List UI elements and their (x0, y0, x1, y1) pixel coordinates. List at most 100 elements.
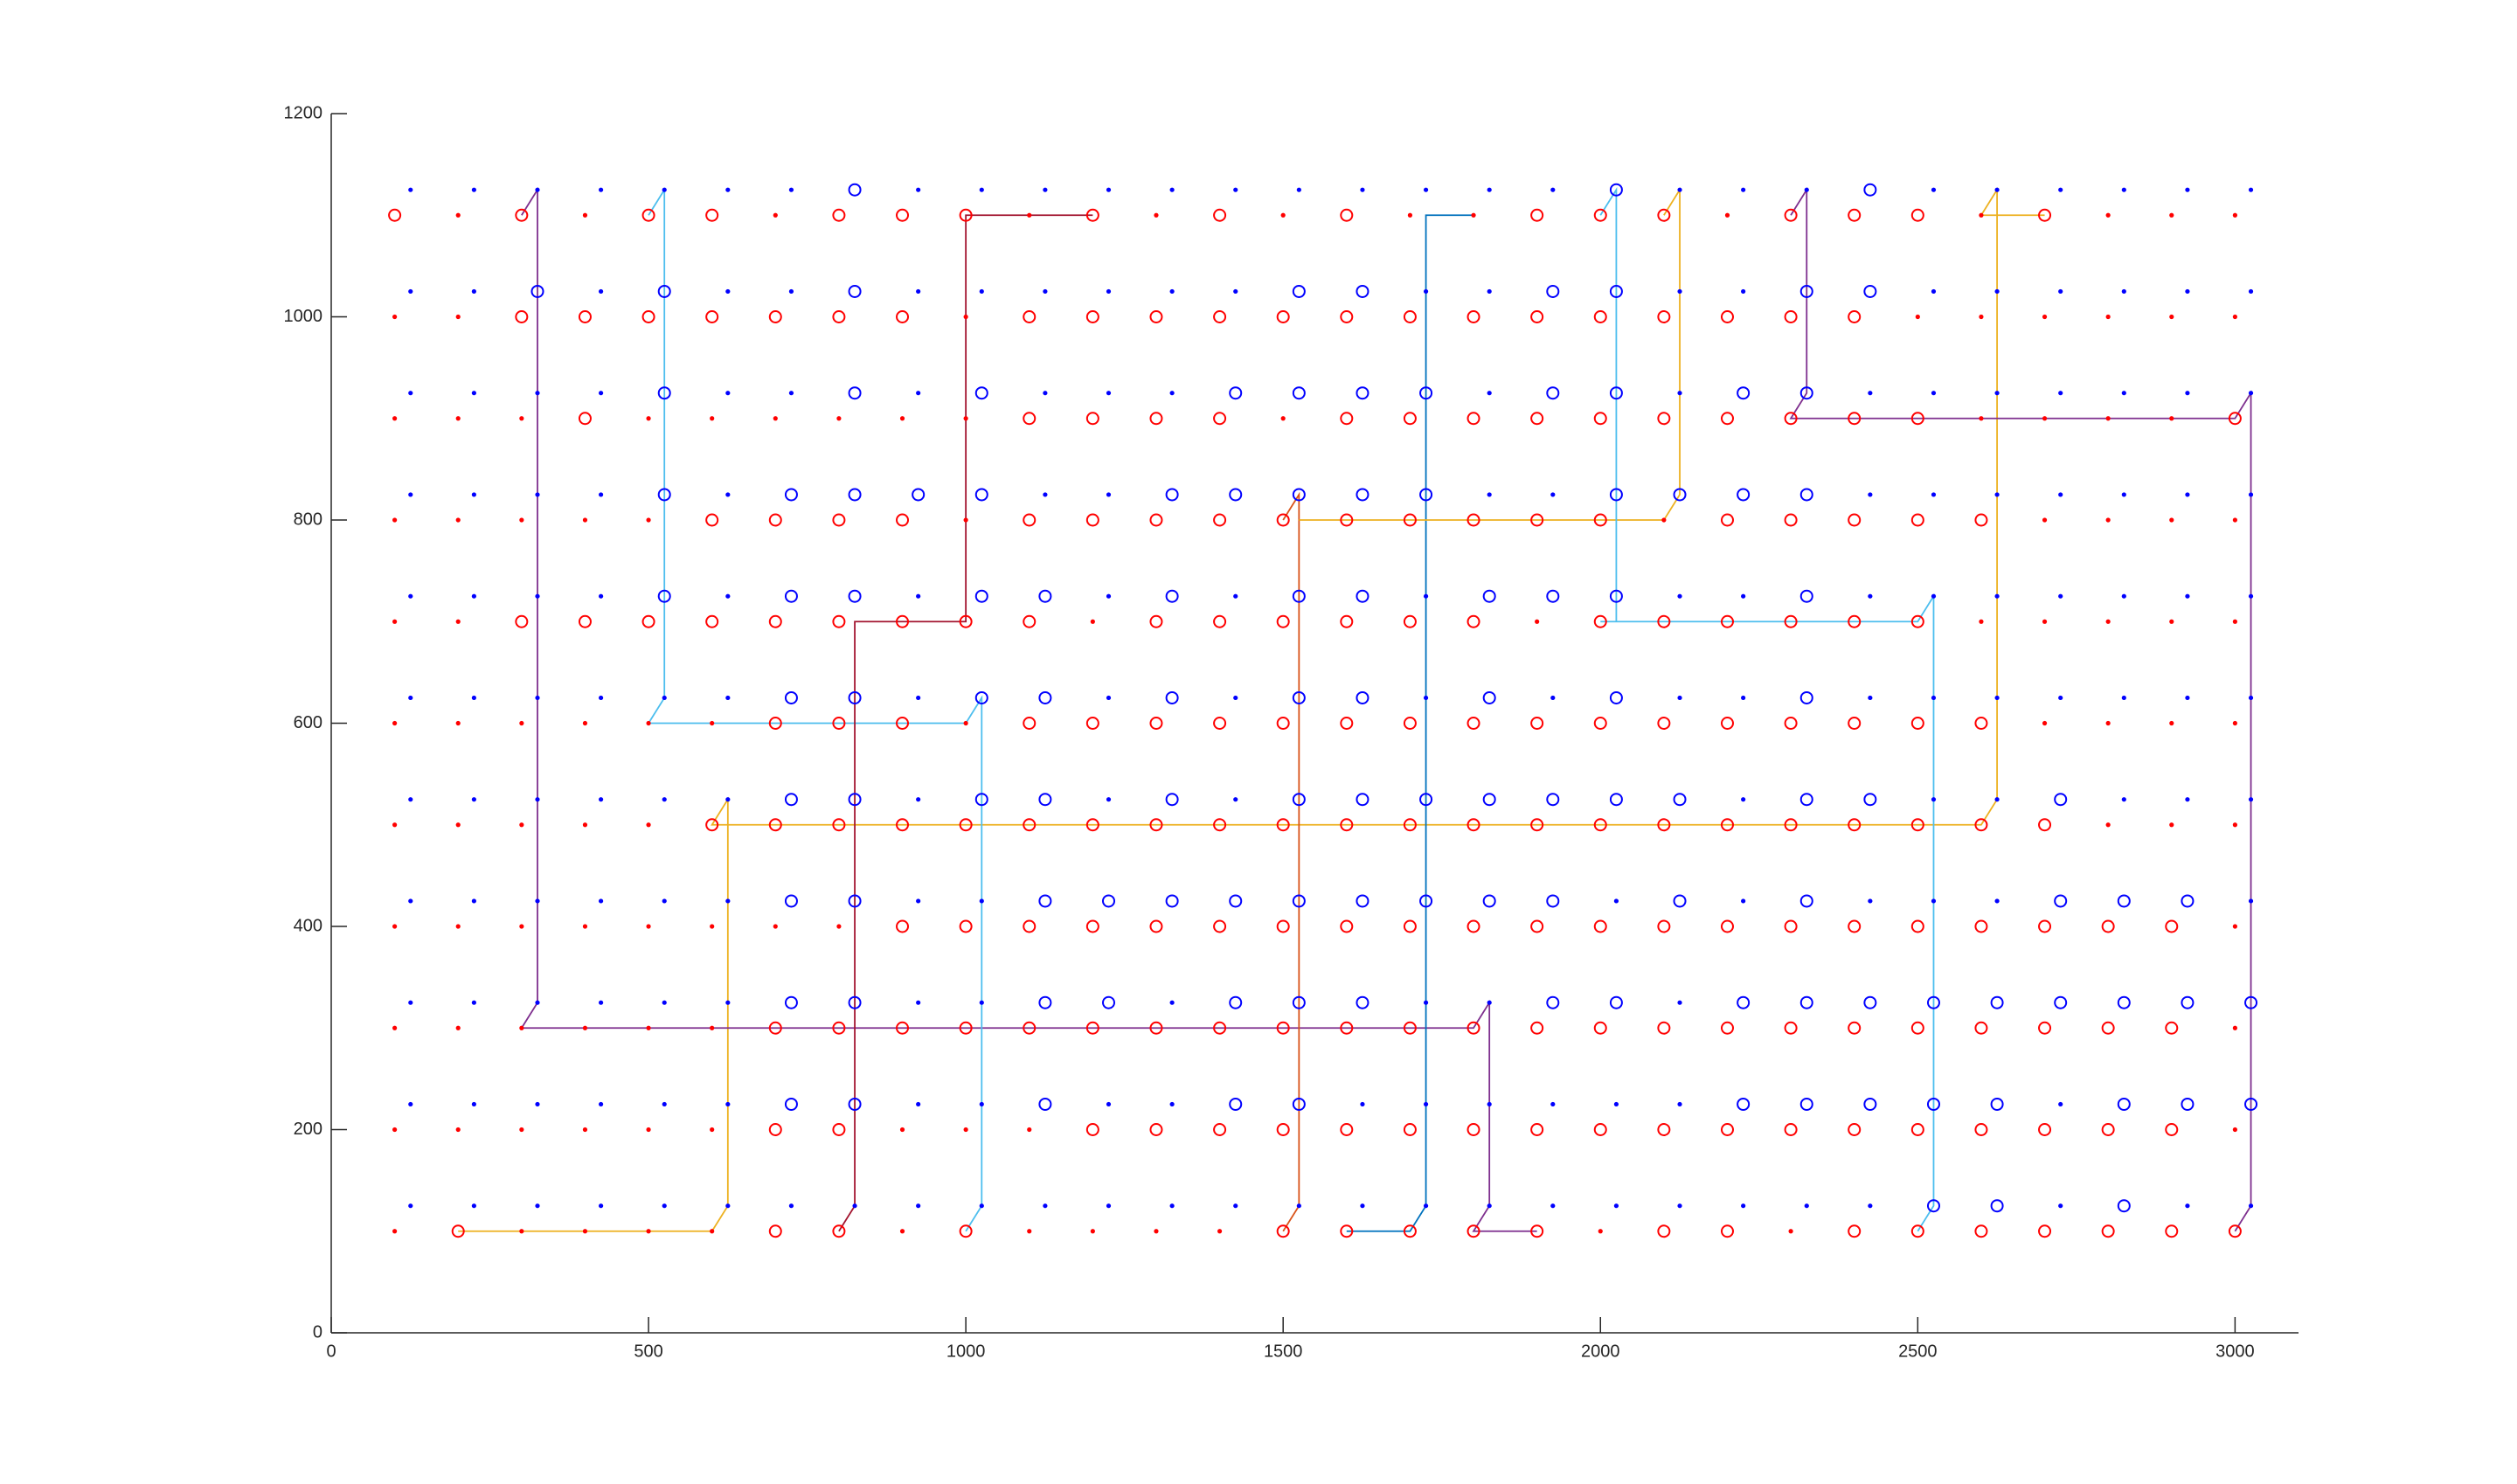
circle-marker (1530, 919, 1544, 933)
circle-marker (388, 208, 402, 222)
dot-marker (1979, 416, 1984, 421)
circle-marker (1482, 793, 1496, 807)
dot-marker (916, 593, 921, 599)
circle-marker (1213, 1123, 1227, 1136)
dot-marker (2121, 391, 2126, 396)
circle-marker (1848, 818, 1862, 832)
circle-marker (896, 717, 910, 730)
dot-marker (662, 898, 667, 904)
dot-marker (455, 212, 461, 218)
dot-marker (1043, 391, 1048, 396)
circle-marker (1863, 183, 1877, 197)
circle-marker (1482, 690, 1496, 704)
dot-marker (916, 695, 921, 701)
circle-marker (1593, 818, 1607, 832)
circle-marker (1609, 793, 1623, 807)
x-tick-label: 1000 (946, 1342, 986, 1361)
dot-marker (662, 797, 667, 802)
circle-marker (1149, 717, 1163, 730)
circle-marker (1784, 818, 1798, 832)
circle-marker (1038, 690, 1052, 704)
circle-marker (1799, 386, 1813, 400)
circle-marker (1848, 717, 1862, 730)
circle-marker (1356, 995, 1369, 1009)
dot-marker (1741, 1203, 1746, 1209)
dot-marker (916, 1101, 921, 1107)
circle-marker (1213, 614, 1227, 628)
circle-marker (1356, 589, 1369, 603)
circle-marker (1530, 412, 1544, 426)
circle-marker (1276, 310, 1290, 323)
circle-marker (1403, 1123, 1417, 1136)
dot-marker (2185, 593, 2190, 599)
circle-marker (832, 1224, 846, 1238)
circle-marker (2117, 1199, 2131, 1213)
circle-marker (2244, 995, 2258, 1009)
dot-marker (916, 797, 921, 802)
dot-marker (2232, 822, 2237, 828)
dot-marker (1487, 1101, 1492, 1107)
dot-marker (1677, 288, 1682, 295)
circle-marker (1340, 1224, 1354, 1238)
circle-marker (1974, 1123, 1988, 1136)
circle-marker (1340, 919, 1354, 933)
dot-marker (2232, 924, 2237, 929)
dot-marker (1360, 187, 1365, 192)
dot-marker (725, 288, 731, 295)
circle-marker (1276, 1224, 1290, 1238)
dot-marker (2185, 492, 2190, 497)
dot-marker (519, 1229, 524, 1234)
dot-marker (1423, 288, 1429, 295)
dot-marker (1677, 1000, 1682, 1005)
circle-marker (848, 284, 862, 298)
circle-marker (578, 310, 592, 323)
dot-marker (899, 416, 905, 421)
dot-marker (2169, 822, 2174, 828)
dot-marker (710, 720, 715, 726)
circle-marker (1848, 412, 1862, 426)
circle-marker (1023, 1021, 1037, 1035)
circle-marker (1356, 793, 1369, 807)
dot-marker (1233, 695, 1238, 701)
circle-marker (1657, 614, 1671, 628)
circle-marker (1530, 1224, 1544, 1238)
dot-marker (2248, 593, 2254, 599)
dot-marker (2169, 619, 2174, 624)
dot-marker (408, 1203, 413, 1209)
dot-marker (1106, 1101, 1112, 1107)
circle-marker (705, 310, 719, 323)
dot-marker (1804, 187, 1809, 192)
circle-marker (768, 614, 782, 628)
dot-marker (392, 1229, 398, 1234)
dot-marker (599, 1000, 604, 1005)
circle-marker (1292, 284, 1306, 298)
circle-marker (1848, 919, 1862, 933)
circle-marker (1720, 1224, 1734, 1238)
circle-marker (1720, 919, 1734, 933)
dot-marker (535, 187, 540, 192)
circle-marker (832, 310, 846, 323)
circle-marker (1530, 208, 1544, 222)
circle-marker (1213, 818, 1227, 832)
circle-marker (1530, 513, 1544, 527)
circle-marker (1356, 488, 1369, 502)
circle-marker (2054, 793, 2068, 807)
circle-marker (1657, 1123, 1671, 1136)
circle-marker (1023, 412, 1037, 426)
dot-marker (392, 1025, 398, 1030)
y-tick-label: 400 (294, 916, 322, 935)
circle-marker (1593, 513, 1607, 527)
dot-marker (2185, 1203, 2190, 1209)
circle-marker (705, 513, 719, 527)
circle-marker (1085, 717, 1099, 730)
dot-marker (1931, 288, 1937, 295)
dot-marker (725, 1101, 731, 1107)
dot-marker (1423, 1203, 1429, 1209)
circle-marker (1673, 793, 1687, 807)
dot-marker (979, 898, 984, 904)
dot-marker (2121, 593, 2126, 599)
dot-marker (455, 1127, 461, 1133)
circle-marker (1863, 995, 1877, 1009)
dot-marker (1931, 797, 1937, 802)
dot-marker (725, 1000, 731, 1005)
